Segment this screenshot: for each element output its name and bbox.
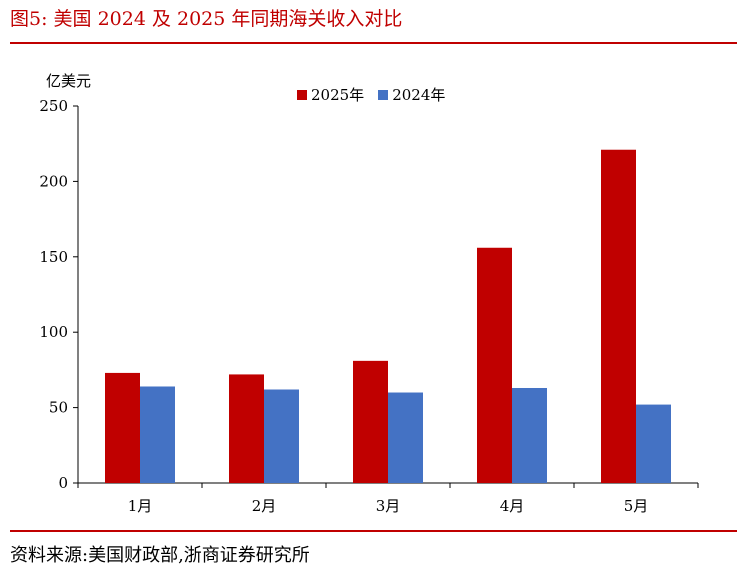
y-tick-label: 250 xyxy=(39,97,68,115)
bar-2024-1 xyxy=(140,386,175,483)
source-note: 资料来源:美国财政部,浙商证券研究所 xyxy=(10,545,310,566)
x-tick-label: 3月 xyxy=(376,497,401,515)
x-tick-label: 1月 xyxy=(128,497,153,515)
y-tick-label: 150 xyxy=(39,248,68,266)
x-tick-label: 5月 xyxy=(624,497,649,515)
bar-2024-3 xyxy=(388,392,423,483)
x-tick-label: 2月 xyxy=(252,497,277,515)
bar-2025-4 xyxy=(477,247,512,483)
y-tick-label: 50 xyxy=(49,399,68,417)
bar-2025-2 xyxy=(229,374,264,483)
title-rule xyxy=(10,42,737,44)
y-tick-label: 0 xyxy=(58,474,68,492)
bar-chart: 0 50 100 150 200 250 1月 2月 3月 4月 5月 xyxy=(39,97,699,515)
legend-swatch-2024 xyxy=(378,89,389,100)
figure-title: 图5: 美国 2024 及 2025 年同期海关收入对比 xyxy=(10,8,403,30)
y-tick-label: 200 xyxy=(39,172,68,190)
legend: 2025年 2024年 xyxy=(297,84,445,105)
y-tick-label: 100 xyxy=(39,323,68,341)
bar-2025-3 xyxy=(353,360,388,483)
legend-swatch-2025 xyxy=(297,89,307,100)
bar-2024-2 xyxy=(264,389,299,483)
bar-2024-4 xyxy=(512,387,547,483)
bar-2025-5 xyxy=(601,149,636,483)
bar-2024-5 xyxy=(636,404,671,483)
y-axis-unit-label: 亿美元 xyxy=(46,72,92,90)
legend-label-2024: 2024年 xyxy=(392,86,446,104)
source-rule xyxy=(10,530,737,532)
x-tick-label: 4月 xyxy=(500,497,525,515)
legend-item-2024: 2024年 xyxy=(378,84,445,105)
bar-2025-1 xyxy=(105,372,140,483)
legend-item-2025: 2025年 xyxy=(297,84,364,105)
legend-label-2025: 2025年 xyxy=(311,86,365,104)
